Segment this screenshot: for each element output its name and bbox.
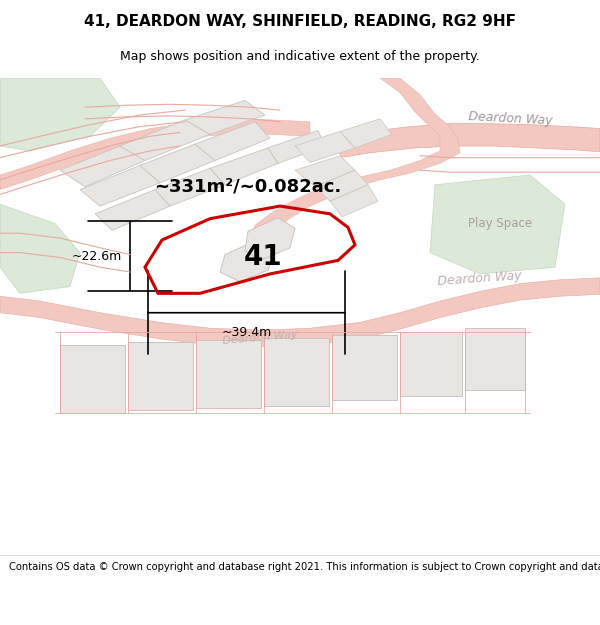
Text: ~331m²/~0.082ac.: ~331m²/~0.082ac. — [154, 177, 341, 196]
Polygon shape — [465, 328, 525, 390]
Text: Play Space: Play Space — [468, 217, 532, 230]
Polygon shape — [60, 345, 125, 413]
Polygon shape — [0, 120, 310, 189]
Text: Deardon Way: Deardon Way — [437, 269, 523, 288]
Polygon shape — [340, 119, 392, 148]
Polygon shape — [185, 101, 265, 134]
Text: Contains OS data © Crown copyright and database right 2021. This information is : Contains OS data © Crown copyright and d… — [9, 562, 600, 572]
Polygon shape — [80, 166, 160, 206]
Polygon shape — [195, 122, 270, 161]
Text: Map shows position and indicative extent of the property.: Map shows position and indicative extent… — [120, 50, 480, 62]
Polygon shape — [120, 120, 210, 161]
Text: ~22.6m: ~22.6m — [72, 249, 122, 262]
Polygon shape — [140, 144, 215, 183]
Text: Deardon Way: Deardon Way — [222, 329, 298, 346]
Polygon shape — [268, 131, 325, 163]
Polygon shape — [264, 338, 329, 406]
Polygon shape — [60, 146, 145, 187]
Polygon shape — [196, 340, 261, 408]
Polygon shape — [220, 241, 275, 282]
Polygon shape — [0, 78, 120, 151]
Polygon shape — [340, 124, 600, 158]
Polygon shape — [155, 168, 225, 206]
Text: ~39.4m: ~39.4m — [221, 326, 272, 339]
Polygon shape — [400, 332, 462, 396]
Polygon shape — [0, 278, 600, 347]
Polygon shape — [330, 185, 378, 217]
Text: Deardon Way: Deardon Way — [467, 110, 553, 128]
Text: 41: 41 — [244, 244, 283, 271]
Polygon shape — [210, 148, 278, 185]
Polygon shape — [250, 78, 460, 247]
Polygon shape — [315, 170, 368, 201]
Text: 41, DEARDON WAY, SHINFIELD, READING, RG2 9HF: 41, DEARDON WAY, SHINFIELD, READING, RG2… — [84, 14, 516, 29]
Polygon shape — [0, 204, 80, 293]
Polygon shape — [430, 175, 565, 274]
Polygon shape — [95, 189, 170, 231]
Polygon shape — [295, 131, 355, 162]
Polygon shape — [245, 217, 295, 261]
Polygon shape — [295, 156, 355, 187]
Polygon shape — [128, 342, 193, 409]
Polygon shape — [332, 335, 397, 400]
